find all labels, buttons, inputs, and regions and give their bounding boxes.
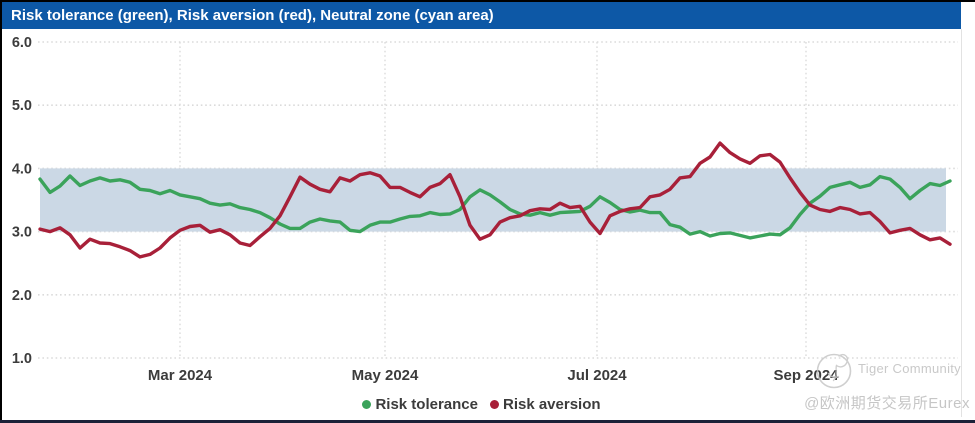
legend-item-risk-aversion: Risk aversion [489,395,601,413]
risk-tolerance-dot-icon [362,399,372,409]
tiger-community-logo-icon [813,350,857,394]
chart-legend: Risk tolerance Risk aversion [0,393,963,415]
x-tick-label: May 2024 [352,367,419,384]
y-tick-label: 6.0 [12,35,32,51]
x-axis: Mar 2024 May 2024 Jul 2024 Sep 2024 [148,42,839,384]
tiger-community-watermark: Tiger Community [858,361,961,376]
risk-aversion-dot-icon [489,399,499,409]
y-tick-label: 2.0 [12,288,32,304]
top-border [0,0,975,2]
neutral-zone-band [40,168,946,232]
left-border [0,0,2,421]
y-tick-label: 5.0 [12,98,32,114]
chart-title: Risk tolerance (green), Risk aversion (r… [11,7,494,24]
y-tick-label: 1.0 [12,351,32,367]
bottom-border [0,420,975,423]
series-line-risk-tolerance [38,174,952,240]
account-watermark: @欧洲期货交易所Eurex [804,395,970,412]
x-tick-label: Mar 2024 [148,367,213,384]
legend-label-risk-tolerance: Risk tolerance [375,395,478,413]
x-tick-label: Jul 2024 [567,367,627,384]
series-line-risk-aversion [38,141,952,259]
y-tick-label: 4.0 [12,161,32,177]
legend-item-risk-tolerance: Risk tolerance [362,396,478,413]
y-axis: 6.0 5.0 4.0 3.0 2.0 1.0 [12,35,958,367]
y-tick-label: 3.0 [12,225,32,241]
legend-label-risk-aversion: Risk aversion [502,395,601,413]
chart-right-border [961,29,962,417]
chart-title-bar: Risk tolerance (green), Risk aversion (r… [2,2,961,29]
